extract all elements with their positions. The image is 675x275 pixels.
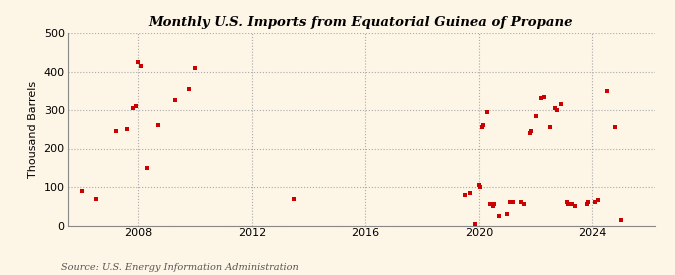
Point [539, 94, 549, 99]
Point [610, 125, 620, 130]
Point [110, 129, 121, 133]
Point [536, 96, 547, 101]
Point [590, 200, 601, 205]
Point [493, 214, 504, 218]
Point [583, 200, 593, 205]
Text: Source: U.S. Energy Information Administration: Source: U.S. Energy Information Administ… [61, 263, 298, 271]
Point [130, 104, 141, 108]
Point [616, 218, 626, 222]
Point [76, 189, 87, 193]
Point [190, 65, 200, 70]
Point [550, 106, 561, 110]
Y-axis label: Thousand Barrels: Thousand Barrels [28, 81, 38, 178]
Point [524, 131, 535, 135]
Point [184, 87, 195, 91]
Point [544, 125, 555, 130]
Point [170, 98, 181, 103]
Point [478, 123, 489, 128]
Point [475, 185, 486, 189]
Point [473, 183, 484, 187]
Point [482, 110, 493, 114]
Point [516, 200, 526, 205]
Point [465, 191, 476, 195]
Point [128, 106, 138, 110]
Point [142, 166, 153, 170]
Point [570, 204, 580, 208]
Point [526, 129, 537, 133]
Point [563, 202, 574, 207]
Point [153, 123, 163, 128]
Point [90, 196, 101, 201]
Point [477, 125, 487, 130]
Point [551, 108, 562, 112]
Point [581, 202, 592, 207]
Point [459, 192, 470, 197]
Point [489, 202, 500, 207]
Point [485, 202, 495, 207]
Point [136, 64, 146, 68]
Point [556, 102, 566, 106]
Point [519, 202, 530, 207]
Point [289, 197, 300, 202]
Point [530, 114, 541, 118]
Point [133, 60, 144, 64]
Point [487, 204, 498, 208]
Point [502, 212, 512, 216]
Point [505, 200, 516, 205]
Point [469, 221, 480, 226]
Title: Monthly U.S. Imports from Equatorial Guinea of Propane: Monthly U.S. Imports from Equatorial Gui… [149, 16, 573, 29]
Point [122, 127, 132, 131]
Point [567, 202, 578, 207]
Point [601, 89, 612, 93]
Point [593, 198, 603, 203]
Point [562, 200, 572, 205]
Point [508, 200, 518, 205]
